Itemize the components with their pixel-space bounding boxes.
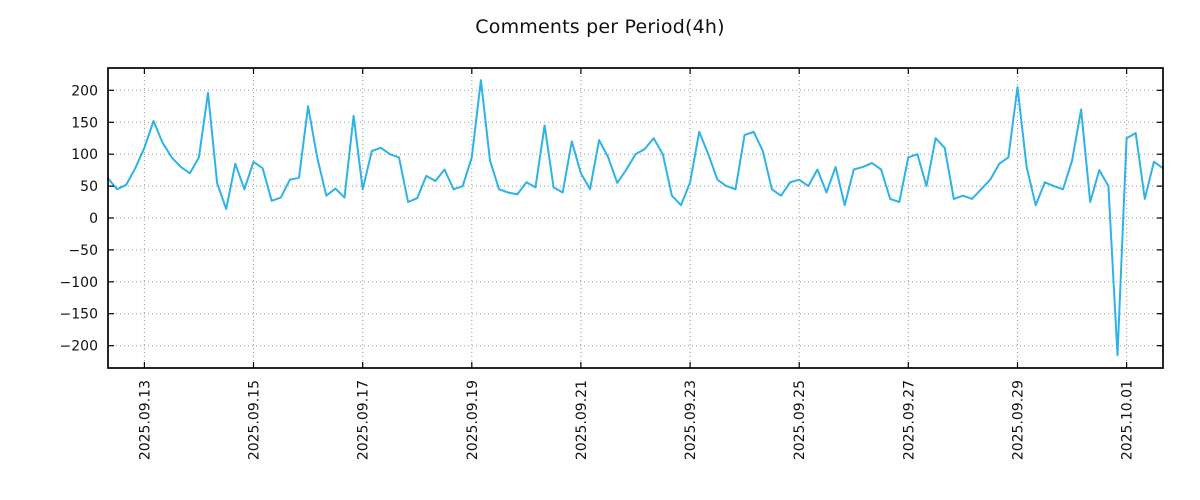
x-tick-label: 2025.09.15	[247, 380, 263, 460]
x-tick-label: 2025.09.19	[465, 380, 481, 460]
x-tick-label: 2025.09.25	[792, 380, 808, 460]
y-tick-label: 200	[71, 83, 98, 99]
x-tick-label: 2025.09.13	[137, 380, 153, 460]
x-tick-label: 2025.09.27	[901, 380, 917, 460]
y-tick-label: 0	[89, 211, 98, 227]
data-line	[107, 79, 1164, 357]
y-tick-label: 50	[80, 179, 98, 195]
chart-title: Comments per Period(4h)	[475, 16, 725, 38]
y-tick-label: −50	[68, 243, 98, 259]
x-tick-label: 2025.10.01	[1120, 380, 1136, 460]
y-tick-label: 100	[71, 147, 98, 163]
x-tick-label: 2025.09.21	[574, 380, 590, 460]
y-tick-label: −200	[60, 339, 98, 355]
x-tick-label: 2025.09.29	[1011, 380, 1027, 460]
x-tick-label: 2025.09.23	[683, 380, 699, 460]
y-tick-label: −100	[60, 275, 98, 291]
y-tick-label: 150	[71, 115, 98, 131]
x-tick-label: 2025.09.17	[356, 380, 372, 460]
y-tick-label: −150	[60, 307, 98, 323]
